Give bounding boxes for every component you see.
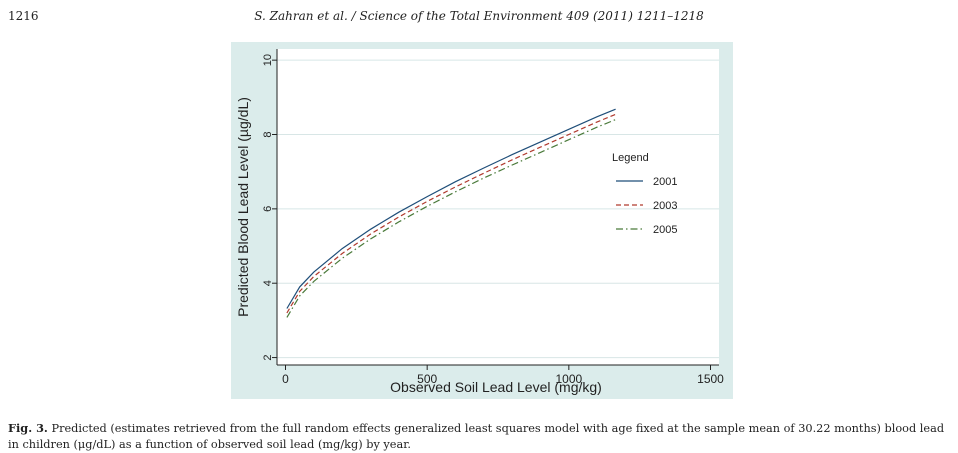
- figure-panel: 2 4 6 8 10 0 500 1000 1500 Observed Soil Lead Le…: [231, 42, 733, 399]
- legend-label-2001: 2001: [653, 176, 677, 188]
- plot-area: [277, 49, 719, 365]
- x-tick-label: 500: [417, 372, 437, 386]
- y-axis-title: Predicted Blood Lead Level (µg/dL): [235, 97, 251, 317]
- x-tick-label: 0: [282, 372, 289, 386]
- series-line-2003: [286, 113, 616, 314]
- running-head: S. Zahran et al. / Science of the Total …: [254, 9, 704, 23]
- y-tick-label: 4: [262, 280, 274, 286]
- y-tick-label: 6: [262, 206, 274, 212]
- page-number: 1216: [8, 9, 39, 23]
- y-tick-label: 8: [262, 131, 274, 137]
- figure-label: Fig. 3.: [8, 421, 48, 435]
- figure-caption-text: Predicted (estimates retrieved from the …: [8, 422, 945, 451]
- y-tick-label: 2: [262, 355, 274, 361]
- legend-label-2005: 2005: [653, 224, 677, 236]
- x-tick-label: 1500: [697, 372, 724, 386]
- blood-lead-chart: 2 4 6 8 10 0 500 1000 1500 Observed Soil Lead Le…: [235, 49, 724, 395]
- legend: Legend 2001 2003 2005: [612, 152, 677, 236]
- legend-title: Legend: [612, 152, 649, 164]
- x-tick-label: 1000: [555, 372, 582, 386]
- series-line-2001: [286, 108, 616, 309]
- figure-caption: Fig. 3. Predicted (estimates retrieved f…: [8, 420, 953, 453]
- y-tick-label: 10: [262, 54, 274, 66]
- legend-label-2003: 2003: [653, 200, 677, 212]
- x-axis-title: Observed Soil Lead Level (mg/kg): [390, 379, 602, 395]
